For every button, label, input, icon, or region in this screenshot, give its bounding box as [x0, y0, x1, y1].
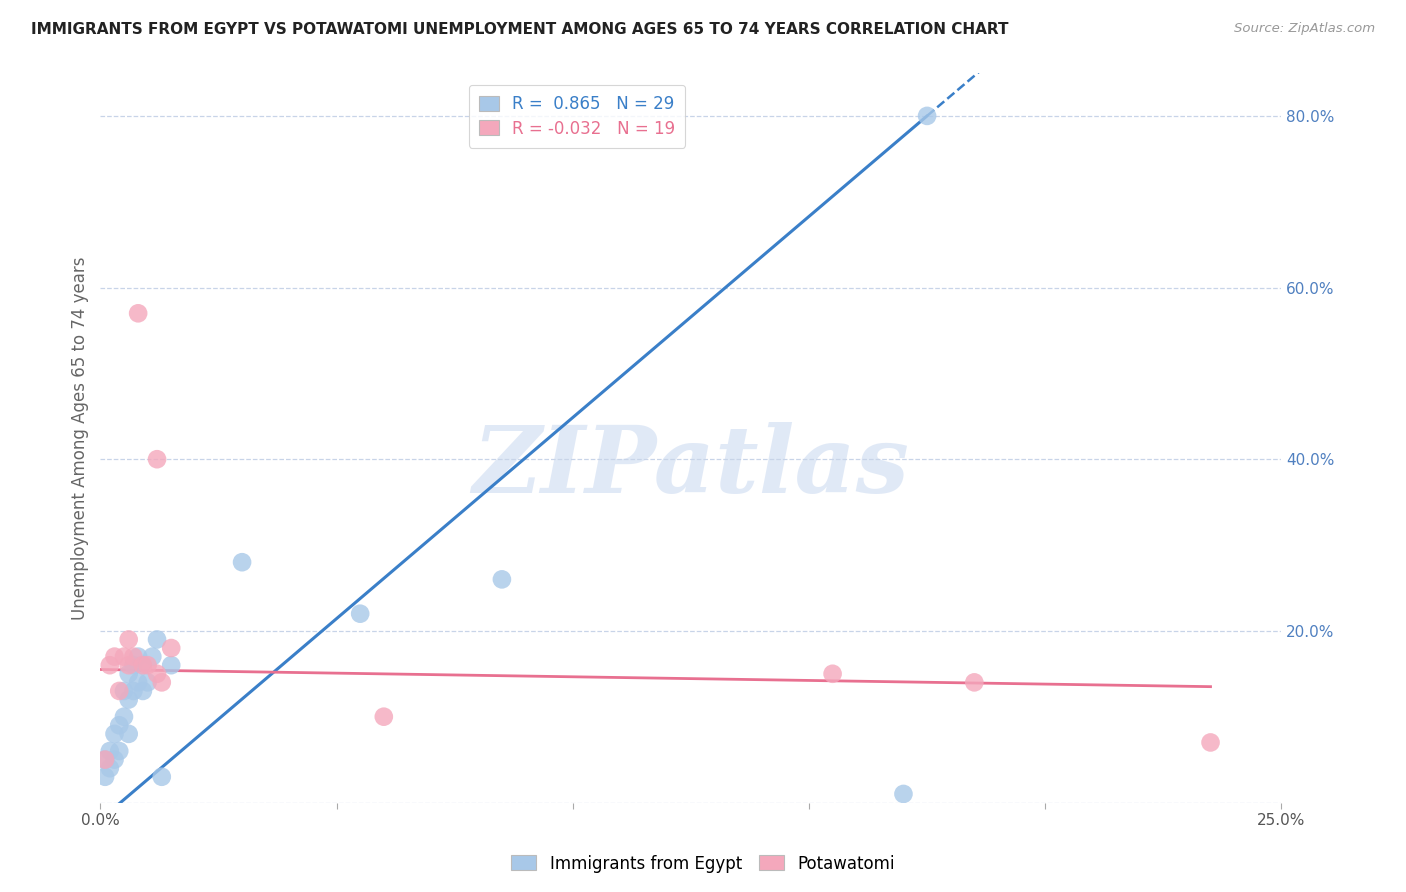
Point [127, 649, 149, 664]
Point [103, 649, 125, 664]
Point [136, 658, 159, 673]
Point [821, 666, 844, 681]
Text: Source: ZipAtlas.com: Source: ZipAtlas.com [1234, 22, 1375, 36]
Point [127, 675, 149, 690]
Point [136, 675, 159, 690]
Point [141, 649, 163, 664]
Point [112, 649, 135, 664]
Point [103, 727, 125, 741]
Text: IMMIGRANTS FROM EGYPT VS POTAWATOMI UNEMPLOYMENT AMONG AGES 65 TO 74 YEARS CORRE: IMMIGRANTS FROM EGYPT VS POTAWATOMI UNEM… [31, 22, 1008, 37]
Point [118, 692, 141, 706]
Point [150, 770, 173, 784]
Point [122, 658, 145, 673]
Point [112, 709, 135, 723]
Point [160, 658, 183, 673]
Point [127, 306, 149, 320]
Point [146, 632, 169, 647]
Point [122, 684, 145, 698]
Point [98, 658, 121, 673]
Point [915, 109, 938, 123]
Point [108, 744, 131, 758]
Point [349, 607, 371, 621]
Point [98, 761, 121, 775]
Point [118, 727, 141, 741]
Point [1199, 735, 1222, 749]
Legend: R =  0.865   N = 29, R = -0.032   N = 19: R = 0.865 N = 29, R = -0.032 N = 19 [470, 85, 685, 148]
Text: ZIPatlas: ZIPatlas [472, 422, 910, 512]
Point [118, 666, 141, 681]
Point [132, 658, 155, 673]
Point [94, 770, 117, 784]
Point [103, 753, 125, 767]
Point [98, 744, 121, 758]
Point [491, 573, 513, 587]
Point [150, 675, 173, 690]
Point [963, 675, 986, 690]
Point [118, 658, 141, 673]
Point [122, 649, 145, 664]
Legend: Immigrants from Egypt, Potawatomi: Immigrants from Egypt, Potawatomi [505, 848, 901, 880]
Point [160, 640, 183, 655]
Point [108, 684, 131, 698]
Y-axis label: Unemployment Among Ages 65 to 74 years: Unemployment Among Ages 65 to 74 years [72, 256, 89, 620]
Point [132, 684, 155, 698]
Point [112, 684, 135, 698]
Point [94, 753, 117, 767]
Point [94, 753, 117, 767]
Point [146, 666, 169, 681]
Point [373, 709, 395, 723]
Point [108, 718, 131, 732]
Point [231, 555, 253, 569]
Point [146, 452, 169, 467]
Point [118, 632, 141, 647]
Point [893, 787, 915, 801]
Point [132, 658, 155, 673]
